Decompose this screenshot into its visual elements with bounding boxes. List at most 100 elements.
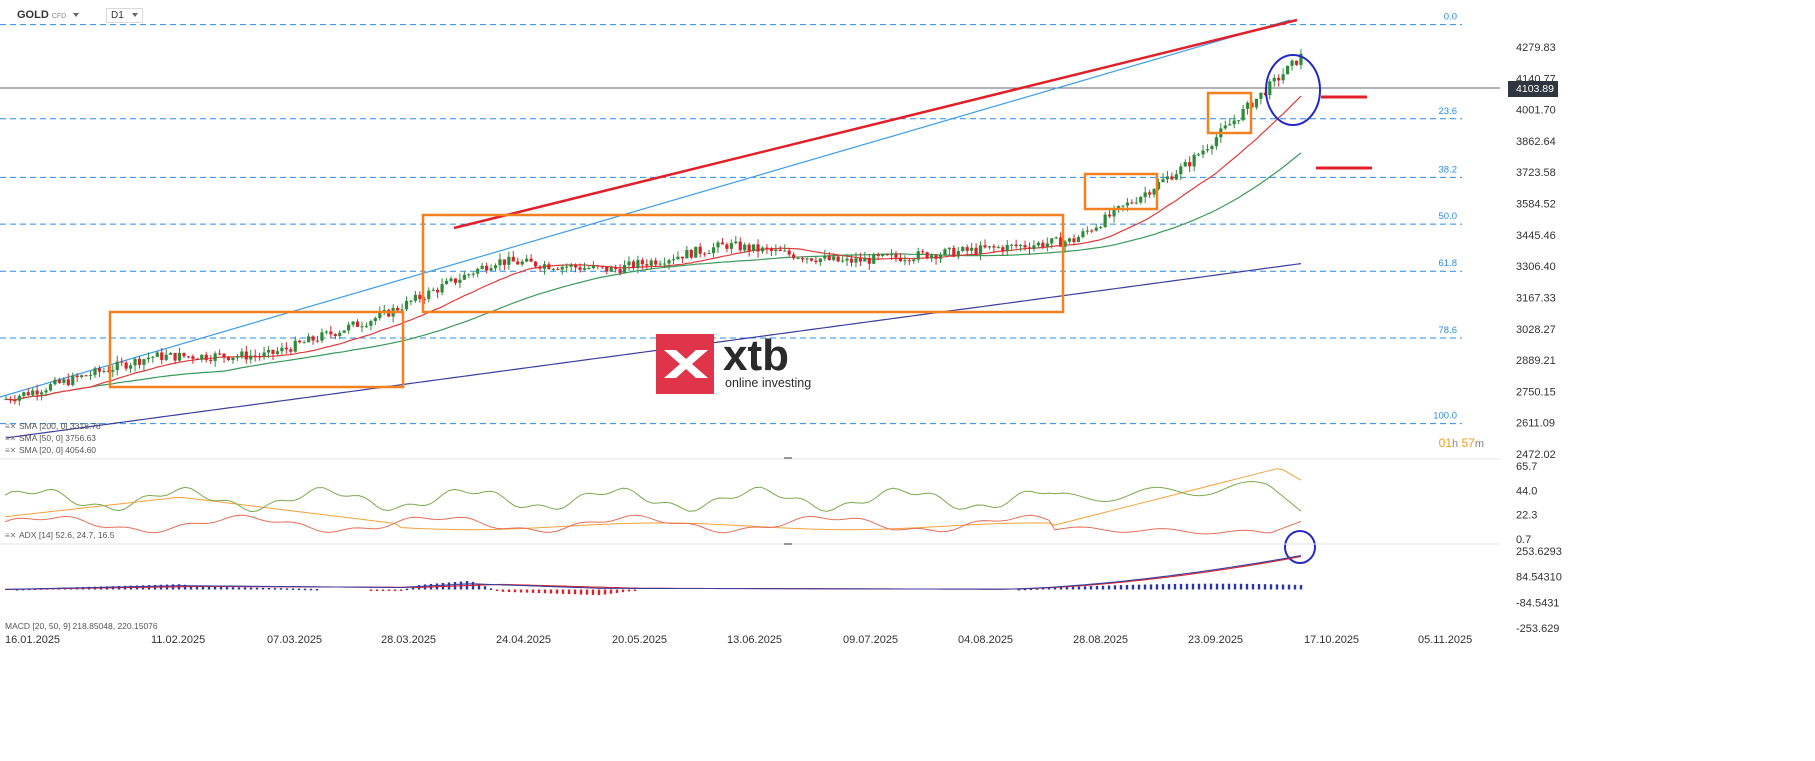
timeframe-select[interactable]: D1: [106, 8, 143, 23]
candle-body: [769, 248, 773, 251]
sma-50-line[interactable]: [5, 152, 1302, 401]
candle-body: [298, 340, 302, 343]
candle-body: [400, 309, 404, 311]
macd-histogram-bar: [1047, 587, 1051, 590]
resize-handle-adx[interactable]: [784, 457, 792, 459]
price-tick-label: 3028.27: [1516, 324, 1556, 336]
indicator-sma50[interactable]: ≡✕ SMA [50, 0] 3756.63: [5, 433, 96, 443]
candle-body: [418, 294, 422, 300]
candle-body: [943, 249, 947, 255]
sma-200-line[interactable]: [5, 263, 1302, 439]
adx-di-plus-line[interactable]: [4, 480, 1302, 513]
candle-body: [1103, 214, 1107, 227]
candle-body: [146, 357, 150, 360]
chevron-down-icon[interactable]: [131, 13, 138, 18]
price-chart[interactable]: 0.0 23.6 38.2 50.0 61.8 78.6 100.0 65.7 44.0 22.…: [0, 0, 1568, 650]
macd-histogram-bar: [603, 589, 607, 595]
settings-icon[interactable]: ≡✕: [5, 434, 17, 443]
candle-body: [1139, 196, 1143, 203]
macd-histogram-bar: [1119, 585, 1123, 590]
macd-histogram-bar: [495, 589, 499, 591]
consolidation-box-1[interactable]: [108, 310, 405, 389]
macd-histogram-bar: [489, 588, 493, 590]
candle-body: [489, 268, 493, 271]
candle-body: [226, 357, 231, 360]
candle-body: [525, 258, 529, 262]
resize-handle-macd[interactable]: [784, 543, 792, 545]
trend-line-red[interactable]: [453, 18, 1298, 230]
consolidation-box-2[interactable]: [421, 213, 1065, 314]
candle-body: [560, 266, 564, 270]
candle-body: [1223, 125, 1227, 129]
highlight-circle-macd[interactable]: [1284, 530, 1316, 564]
candle-body: [925, 252, 929, 259]
highlight-circle-price[interactable]: [1265, 54, 1321, 126]
candle-body: [8, 399, 13, 401]
candle-body: [1041, 242, 1045, 247]
macd-histogram-bar: [399, 589, 403, 591]
macd-histogram-bar: [1251, 583, 1255, 590]
time-axis[interactable]: 16.01.2025 11.02.2025 07.03.2025 28.03.2025…: [5, 634, 1472, 646]
settings-icon[interactable]: ≡✕: [5, 422, 17, 431]
trend-line-blue[interactable]: [0, 19, 1291, 398]
candle-body: [1241, 108, 1245, 121]
candle-body: [596, 265, 600, 267]
macd-histogram-bar: [1107, 585, 1111, 590]
adx-main-line[interactable]: [4, 468, 1302, 531]
candle-body: [965, 247, 969, 251]
macd-histogram-bar: [213, 586, 217, 590]
indicator-sma20[interactable]: ≡✕ SMA [20, 0] 4054.60: [5, 445, 96, 455]
macd-signal-line[interactable]: [4, 555, 1302, 590]
candle-body: [40, 392, 44, 395]
macd-histogram-bar: [279, 588, 283, 590]
symbol-label[interactable]: GOLD CFD: [17, 9, 80, 21]
candle-body: [1108, 214, 1112, 217]
candle-body: [912, 259, 916, 262]
candle-body: [520, 261, 524, 265]
logo-wordmark: xtb: [723, 331, 789, 380]
candle-body: [614, 267, 618, 270]
candle-body: [164, 354, 168, 360]
candle-body: [102, 370, 106, 372]
candle-body: [787, 250, 791, 255]
candle-body: [1134, 202, 1138, 204]
settings-icon[interactable]: ≡✕: [5, 531, 17, 540]
macd-histogram-bar: [243, 587, 247, 590]
consolidation-box-4[interactable]: [1206, 91, 1253, 135]
adx-di-minus-line[interactable]: [4, 514, 1302, 535]
candle-body: [431, 289, 435, 291]
macd-histogram-bar: [261, 587, 265, 590]
candle-body: [373, 318, 377, 322]
macd-histogram-bar: [1215, 583, 1219, 590]
candle-body: [1099, 226, 1103, 228]
indicator-macd[interactable]: MACD [20, 50, 9] 218.85048, 220.15076: [5, 621, 158, 631]
macd-histogram-bar: [561, 589, 565, 594]
consolidation-box-3[interactable]: [1083, 172, 1159, 211]
price-axis[interactable]: 4279.834140.774001.703862.643723.583584.…: [1516, 42, 1556, 461]
macd-histogram-bar: [1083, 586, 1087, 590]
price-tick-label: 4001.70: [1516, 105, 1556, 117]
adx-tick-label: 44.0: [1516, 485, 1537, 497]
candle-body: [262, 352, 266, 357]
moving-averages: [5, 95, 1302, 439]
macd-line[interactable]: [4, 555, 1302, 590]
candle-body: [71, 375, 75, 386]
candle-body: [404, 300, 409, 310]
macd-histogram-bar: [627, 589, 631, 592]
candle-body: [978, 245, 983, 255]
settings-icon[interactable]: ≡✕: [5, 446, 17, 455]
macd-histogram-bar: [1143, 584, 1147, 590]
candle-body: [1277, 77, 1281, 81]
candle-body: [569, 264, 573, 267]
candle-body: [1090, 230, 1094, 232]
sma-20-line[interactable]: [5, 95, 1302, 401]
candle-body: [88, 375, 93, 377]
symbol-type: CFD: [51, 13, 67, 20]
candle-body: [974, 247, 978, 255]
candle-body: [1112, 208, 1116, 217]
candle-body: [707, 253, 711, 255]
candle-body: [1290, 60, 1294, 66]
indicator-sma200[interactable]: ≡✕ SMA [200, 0] 3318.78: [5, 421, 101, 431]
chevron-down-icon[interactable]: [73, 13, 80, 18]
indicator-adx[interactable]: ≡✕ ADX [14] 52.6, 24.7, 16.5: [5, 530, 114, 540]
